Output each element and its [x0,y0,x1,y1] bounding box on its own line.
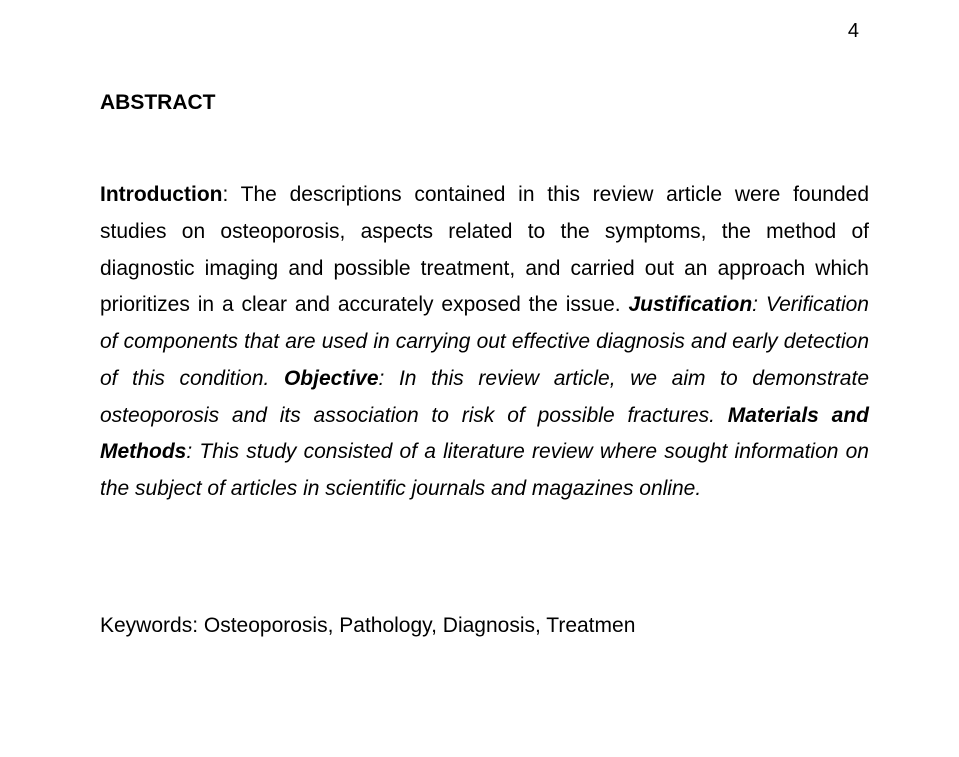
materials-methods-text: : This study consisted of a literature r… [100,440,869,500]
objective-label: Objective [284,367,379,390]
justification-label: Justification [628,293,752,316]
abstract-heading: ABSTRACT [100,91,869,115]
page-number: 4 [100,20,859,43]
intro-label: Introduction [100,183,222,206]
keywords-line: Keywords: Osteoporosis, Pathology, Diagn… [100,608,869,645]
abstract-body: Introduction: The descriptions contained… [100,177,869,508]
document-page: 4 ABSTRACT Introduction: The description… [0,0,959,665]
